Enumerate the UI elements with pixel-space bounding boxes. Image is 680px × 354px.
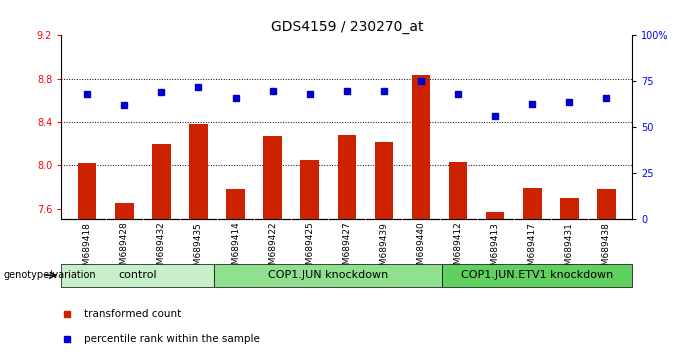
Text: GSM689418: GSM689418 bbox=[83, 222, 92, 276]
Bar bbox=[263, 136, 282, 219]
Text: COP1.JUN.ETV1 knockdown: COP1.JUN.ETV1 knockdown bbox=[461, 270, 613, 280]
Bar bbox=[61, 264, 214, 287]
Bar bbox=[597, 189, 615, 219]
Bar bbox=[523, 188, 541, 219]
Text: COP1.JUN knockdown: COP1.JUN knockdown bbox=[268, 270, 388, 280]
Bar bbox=[214, 264, 442, 287]
Text: GSM689439: GSM689439 bbox=[379, 222, 388, 276]
Title: GDS4159 / 230270_at: GDS4159 / 230270_at bbox=[271, 21, 423, 34]
Bar bbox=[449, 162, 467, 219]
Text: GSM689425: GSM689425 bbox=[305, 222, 314, 276]
Text: GSM689431: GSM689431 bbox=[565, 222, 574, 276]
Text: GSM689412: GSM689412 bbox=[454, 222, 462, 276]
Text: GSM689413: GSM689413 bbox=[491, 222, 500, 276]
Bar bbox=[301, 160, 319, 219]
Text: GSM689427: GSM689427 bbox=[342, 222, 352, 276]
Text: transformed count: transformed count bbox=[84, 309, 182, 319]
Text: GSM689440: GSM689440 bbox=[416, 222, 426, 276]
Bar bbox=[375, 142, 393, 219]
Text: genotype/variation: genotype/variation bbox=[3, 270, 96, 280]
Bar bbox=[78, 163, 97, 219]
Bar bbox=[115, 203, 133, 219]
Text: GSM689422: GSM689422 bbox=[268, 222, 277, 276]
Bar bbox=[486, 212, 505, 219]
Bar bbox=[411, 75, 430, 219]
Text: GSM689417: GSM689417 bbox=[528, 222, 537, 276]
Text: percentile rank within the sample: percentile rank within the sample bbox=[84, 333, 260, 343]
Bar bbox=[189, 124, 207, 219]
Bar bbox=[560, 198, 579, 219]
Bar bbox=[337, 135, 356, 219]
Text: control: control bbox=[118, 270, 156, 280]
Text: GSM689428: GSM689428 bbox=[120, 222, 129, 276]
Text: GSM689435: GSM689435 bbox=[194, 222, 203, 276]
Bar bbox=[226, 189, 245, 219]
Bar bbox=[152, 144, 171, 219]
Text: GSM689438: GSM689438 bbox=[602, 222, 611, 276]
Text: GSM689414: GSM689414 bbox=[231, 222, 240, 276]
Bar bbox=[442, 264, 632, 287]
Text: GSM689432: GSM689432 bbox=[157, 222, 166, 276]
